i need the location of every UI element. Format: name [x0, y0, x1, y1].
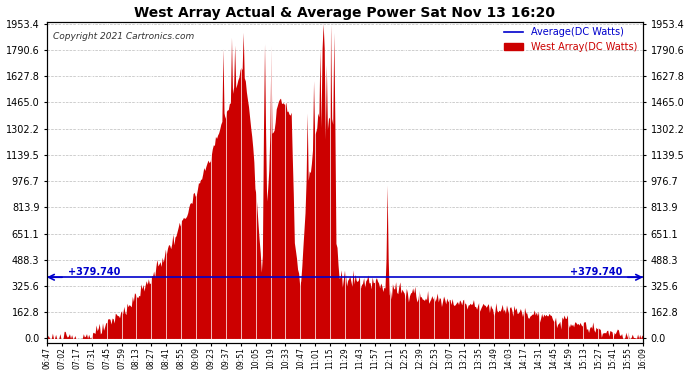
Title: West Array Actual & Average Power Sat Nov 13 16:20: West Array Actual & Average Power Sat No…	[135, 6, 555, 20]
Text: +379.740: +379.740	[570, 267, 622, 277]
Text: +379.740: +379.740	[68, 267, 120, 277]
Text: Copyright 2021 Cartronics.com: Copyright 2021 Cartronics.com	[53, 32, 195, 41]
Legend: Average(DC Watts), West Array(DC Watts): Average(DC Watts), West Array(DC Watts)	[504, 27, 638, 52]
